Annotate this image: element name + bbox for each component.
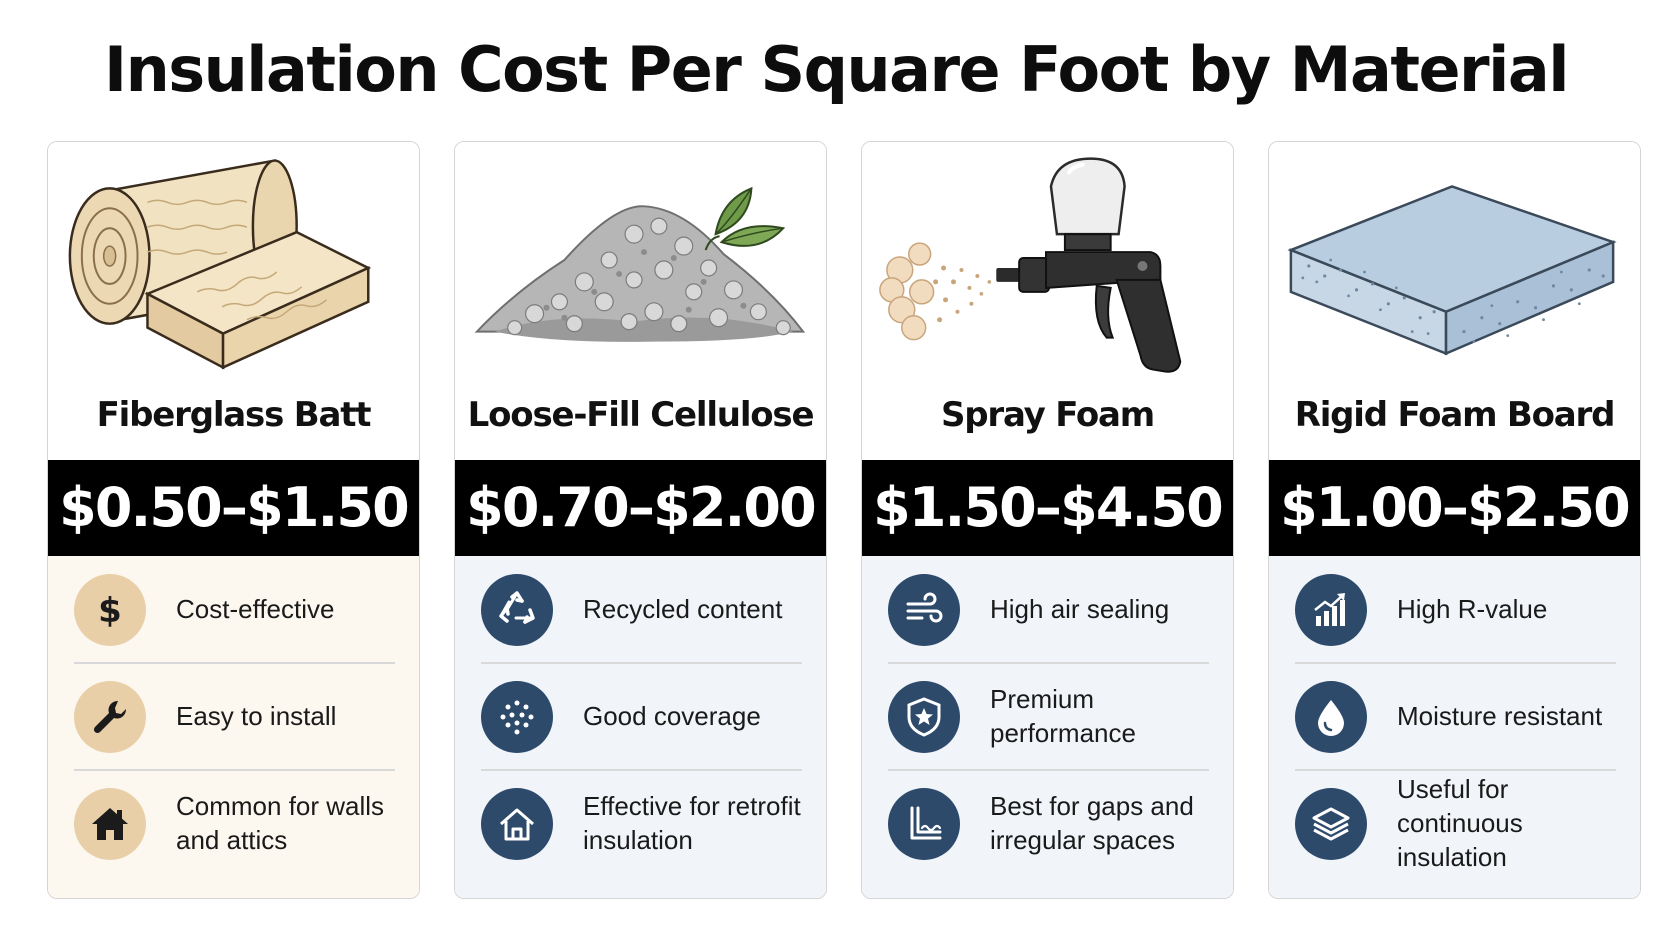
feature-text: Premium performance: [990, 684, 1136, 748]
price-range: $0.50–$1.50: [48, 460, 419, 556]
feature-item: High air sealing: [888, 556, 1209, 662]
feature-text: Cost-effective: [176, 594, 335, 624]
card-title: Loose-Fill Cellulose: [467, 395, 815, 435]
feature-item: $ Cost-effective: [74, 556, 395, 662]
feature-list: High R-value Moisture resistant: [1269, 556, 1640, 898]
divider: [888, 662, 1209, 664]
card-title: Fiberglass Batt: [96, 395, 372, 435]
card-header: Fiberglass Batt: [48, 142, 419, 460]
svg-text:$: $: [98, 591, 122, 631]
dots-icon: [481, 681, 553, 753]
feature-list: $ Cost-effective Easy to install Common …: [48, 556, 419, 898]
divider: [74, 662, 395, 664]
card-title: Rigid Foam Board: [1294, 395, 1616, 435]
feature-item: Common for walls and attics: [74, 770, 395, 876]
wrench-icon: [74, 681, 146, 753]
card-header: Loose-Fill Cellulose: [455, 142, 826, 460]
gap-corner-icon: [888, 788, 960, 860]
divider: [888, 769, 1209, 771]
card-loose-fill-cellulose: Loose-Fill Cellulose $0.70–$2.00 Recycle…: [454, 141, 827, 899]
feature-item: Moisture resistant: [1295, 663, 1616, 769]
feature-text: Common for walls and attics: [176, 791, 385, 855]
spray-gun-illustration: [862, 142, 1233, 387]
feature-list: High air sealing Premium performance: [862, 556, 1233, 898]
wind-icon: [888, 574, 960, 646]
feature-list: Recycled content Good coverage: [455, 556, 826, 898]
feature-item: Best for gaps and irregular spaces: [888, 770, 1209, 876]
layers-icon: [1295, 788, 1367, 860]
price-range: $1.50–$4.50: [862, 460, 1233, 556]
card-fiberglass-batt: Fiberglass Batt $0.50–$1.50 $ Cost-effec…: [47, 141, 420, 899]
page-title: Insulation Cost Per Square Foot by Mater…: [104, 33, 1569, 106]
feature-text: High R-value: [1397, 594, 1548, 624]
card-title: Spray Foam: [940, 395, 1155, 435]
cellulose-pile-illustration: [455, 142, 826, 387]
feature-text: High air sealing: [990, 594, 1170, 624]
divider: [1295, 662, 1616, 664]
feature-item: Recycled content: [481, 556, 802, 662]
divider: [1295, 769, 1616, 771]
card-rigid-foam-board: Rigid Foam Board $1.00–$2.50 High R-valu…: [1268, 141, 1641, 899]
price-range: $0.70–$2.00: [455, 460, 826, 556]
divider: [481, 662, 802, 664]
feature-text: Best for gaps and irregular spaces: [990, 791, 1194, 855]
shield-star-icon: [888, 681, 960, 753]
feature-text: Moisture resistant: [1397, 701, 1603, 731]
house-icon: [74, 788, 146, 860]
feature-item: Useful for continuous insulation: [1295, 770, 1616, 876]
house-outline-icon: [481, 788, 553, 860]
material-cards: Fiberglass Batt $0.50–$1.50 $ Cost-effec…: [47, 141, 1641, 899]
dollar-icon: $: [74, 574, 146, 646]
water-drop-icon: [1295, 681, 1367, 753]
recycle-icon: [481, 574, 553, 646]
divider: [481, 769, 802, 771]
bar-chart-icon: [1295, 574, 1367, 646]
card-spray-foam: Spray Foam $1.50–$4.50 High air sealing: [861, 141, 1234, 899]
feature-text: Effective for retrofit insulation: [583, 791, 801, 855]
price-range: $1.00–$2.50: [1269, 460, 1640, 556]
feature-item: Effective for retrofit insulation: [481, 770, 802, 876]
feature-item: High R-value: [1295, 556, 1616, 662]
foam-board-illustration: [1269, 142, 1640, 387]
card-header: Rigid Foam Board: [1269, 142, 1640, 460]
feature-text: Good coverage: [583, 701, 761, 731]
fiberglass-roll-illustration: [48, 142, 419, 387]
feature-text: Easy to install: [176, 701, 337, 731]
feature-item: Premium performance: [888, 663, 1209, 769]
card-header: Spray Foam: [862, 142, 1233, 460]
divider: [74, 769, 395, 771]
feature-item: Easy to install: [74, 663, 395, 769]
feature-text: Recycled content: [583, 594, 783, 624]
feature-item: Good coverage: [481, 663, 802, 769]
feature-text: Useful for continuous insulation: [1397, 774, 1523, 872]
